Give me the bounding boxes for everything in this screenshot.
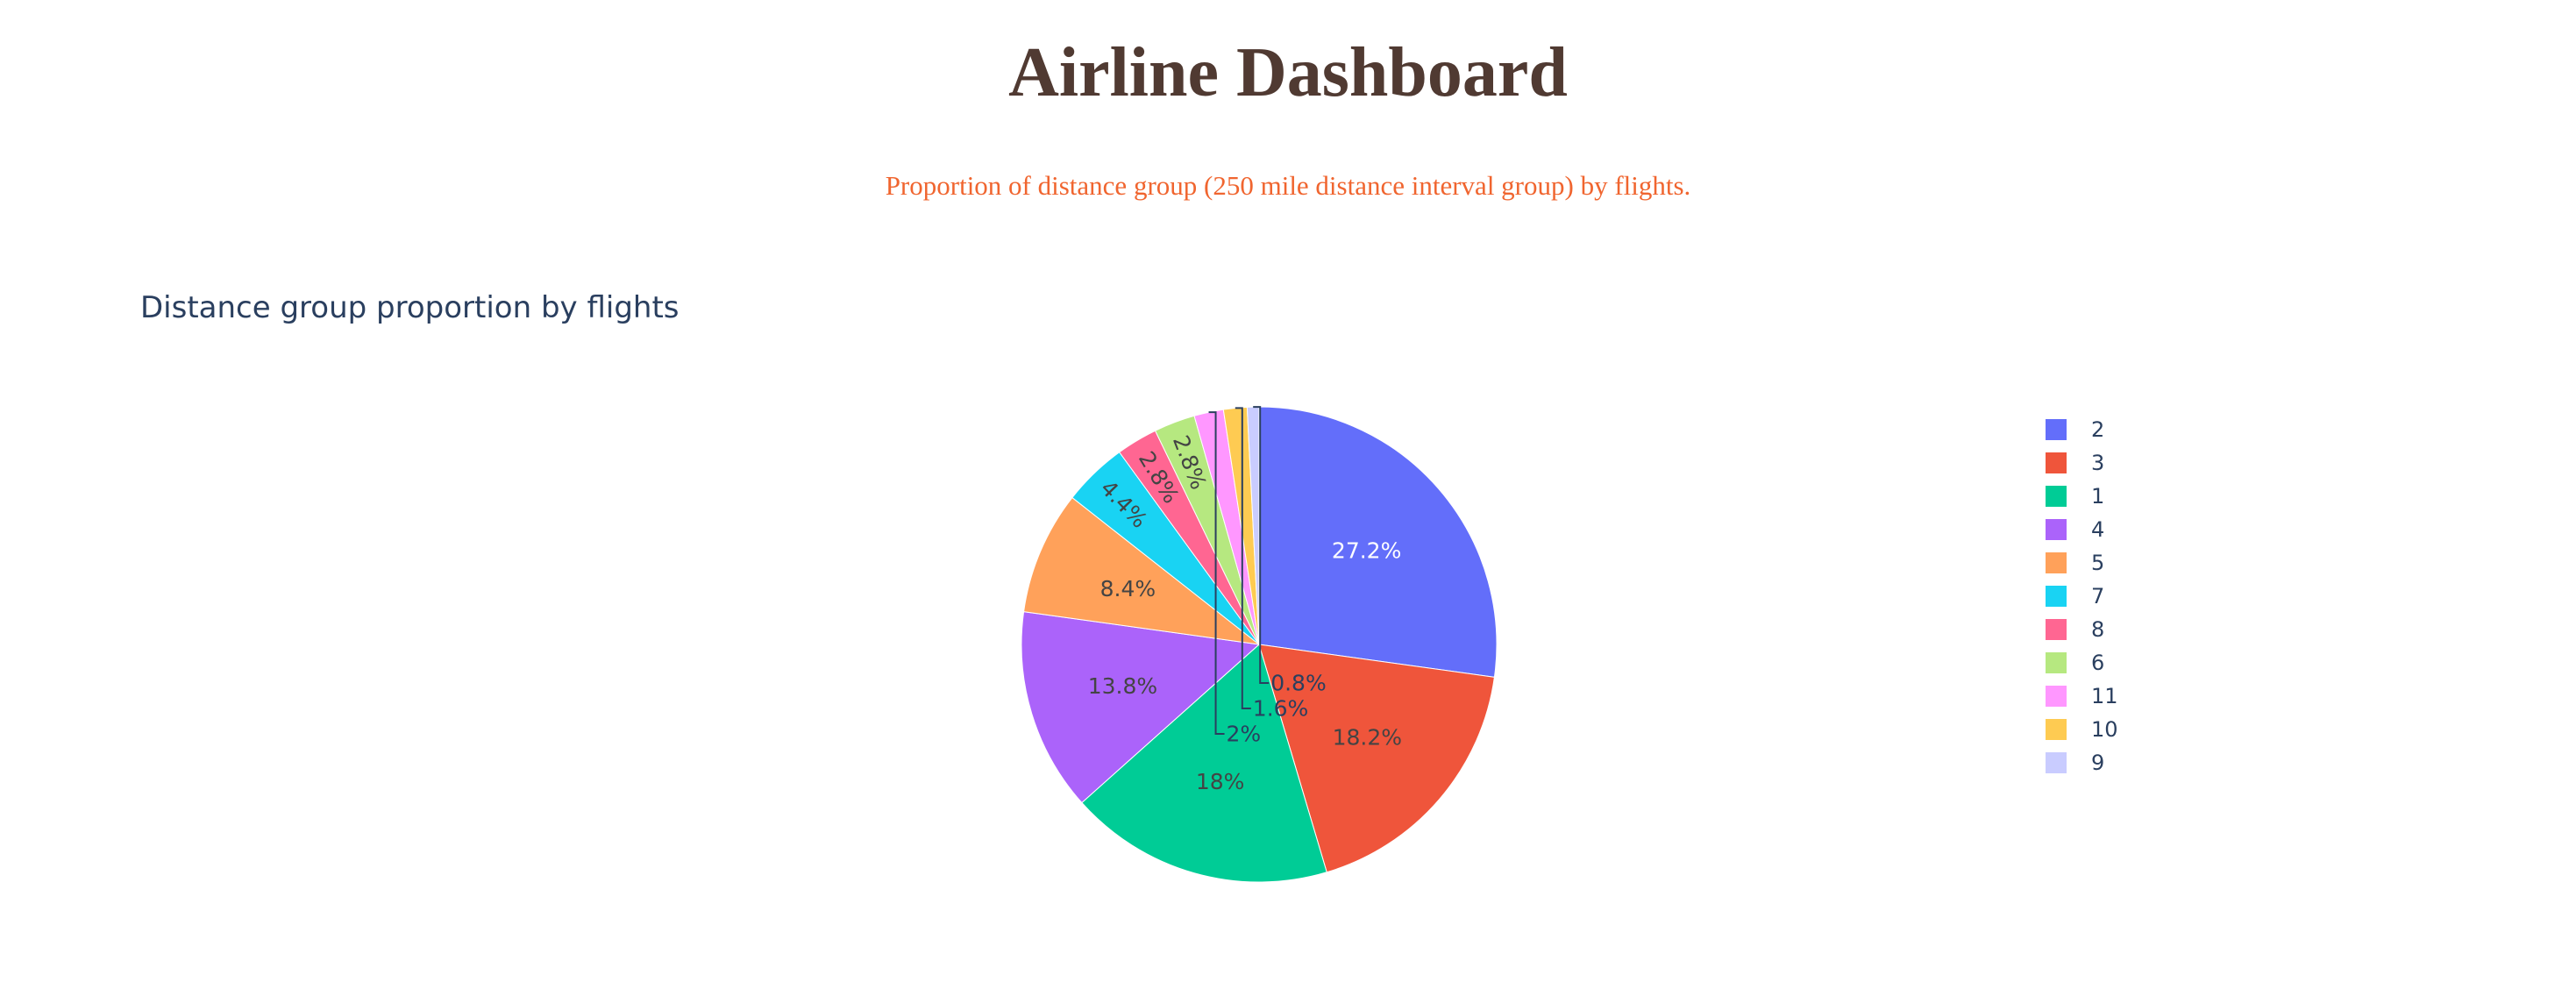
legend-label: 1 xyxy=(2091,484,2104,509)
pie-leader-10 xyxy=(1235,407,1251,709)
legend-item-8[interactable]: 8 xyxy=(2046,617,2104,642)
pie-label-1: 18% xyxy=(1196,769,1245,794)
pie-label-9: 0.8% xyxy=(1270,671,1327,696)
legend-item-5[interactable]: 5 xyxy=(2046,551,2104,575)
pie-slice-1[interactable] xyxy=(1081,644,1327,883)
legend-swatch xyxy=(2046,452,2067,473)
legend-swatch xyxy=(2046,519,2067,540)
legend-item-9[interactable]: 9 xyxy=(2046,751,2104,775)
pie-leader-11 xyxy=(1208,411,1225,735)
pie-leader-9 xyxy=(1253,406,1270,684)
legend-swatch xyxy=(2046,586,2067,607)
legend-label: 3 xyxy=(2091,451,2104,475)
pie-slice-2[interactable] xyxy=(1258,406,1498,678)
page-subtitle: Proportion of distance group (250 mile d… xyxy=(885,170,1691,201)
legend-swatch xyxy=(2046,752,2067,773)
pie-label-3: 18.2% xyxy=(1333,724,1402,750)
legend-item-7[interactable]: 7 xyxy=(2046,584,2104,608)
legend-label: 2 xyxy=(2091,417,2104,442)
legend-item-1[interactable]: 1 xyxy=(2046,484,2104,509)
legend-swatch xyxy=(2046,619,2067,640)
pie-label-5: 8.4% xyxy=(1100,576,1156,601)
legend-item-6[interactable]: 6 xyxy=(2046,651,2104,675)
legend-swatch xyxy=(2046,552,2067,573)
pie-label-2: 27.2% xyxy=(1332,538,1401,564)
pie-chart-panel: Distance group proportion by flights 27.… xyxy=(0,254,2576,982)
legend-label: 6 xyxy=(2091,651,2104,675)
pie-chart: Distance group proportion by flights 27.… xyxy=(140,290,2118,883)
pie-slices xyxy=(1021,406,1498,883)
legend-item-2[interactable]: 2 xyxy=(2046,417,2104,442)
pie-slice-5[interactable] xyxy=(1023,496,1261,645)
legend-label: 9 xyxy=(2091,751,2104,775)
pie-slice-4[interactable] xyxy=(1021,611,1261,804)
legend-label: 4 xyxy=(2091,517,2104,542)
chart-title: Distance group proportion by flights xyxy=(140,290,680,325)
pie-label-10: 1.6% xyxy=(1253,696,1309,722)
pie-label-11: 2% xyxy=(1227,722,1262,747)
page-title: Airline Dashboard xyxy=(1008,34,1568,111)
legend-label: 8 xyxy=(2091,617,2104,642)
legend-swatch xyxy=(2046,686,2067,707)
legend: 2 3 1 4 5 7 8 6 11 10 9 xyxy=(2046,417,2118,775)
legend-swatch xyxy=(2046,719,2067,740)
legend-label: 10 xyxy=(2091,717,2118,742)
legend-item-3[interactable]: 3 xyxy=(2046,451,2104,475)
legend-label: 5 xyxy=(2091,551,2104,575)
legend-item-4[interactable]: 4 xyxy=(2046,517,2104,542)
legend-swatch xyxy=(2046,419,2067,440)
pie-slice-3[interactable] xyxy=(1258,644,1495,873)
pie-label-4: 13.8% xyxy=(1088,673,1157,699)
legend-swatch xyxy=(2046,486,2067,507)
legend-item-11[interactable]: 11 xyxy=(2046,684,2118,708)
legend-swatch xyxy=(2046,652,2067,673)
legend-label: 11 xyxy=(2091,684,2118,708)
legend-item-10[interactable]: 10 xyxy=(2046,717,2118,742)
legend-label: 7 xyxy=(2091,584,2104,608)
